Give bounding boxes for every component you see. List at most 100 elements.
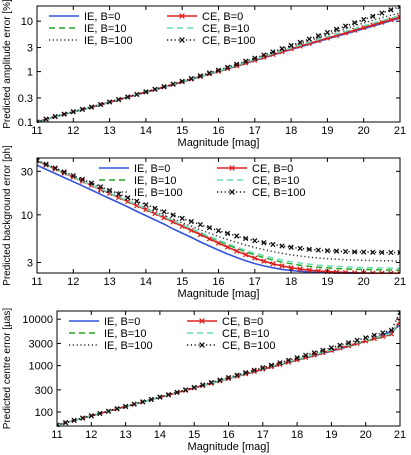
plot-area bbox=[36, 157, 401, 274]
series-markers bbox=[57, 310, 400, 427]
data-point bbox=[342, 23, 349, 29]
data-point bbox=[315, 268, 321, 274]
data-point bbox=[106, 99, 113, 105]
y-tick-label: 1000 bbox=[29, 361, 53, 373]
data-point bbox=[71, 417, 77, 424]
data-point bbox=[161, 209, 167, 215]
data-point bbox=[379, 10, 385, 16]
data-point bbox=[285, 357, 292, 363]
legend-label: IE, B=10 bbox=[104, 328, 147, 340]
data-point bbox=[170, 219, 176, 225]
x-tick-label: 15 bbox=[188, 429, 200, 441]
y-axis-label: Predicted background error [ph] bbox=[2, 145, 13, 286]
legend-marker bbox=[199, 342, 205, 348]
data-point bbox=[37, 119, 40, 123]
series-group bbox=[37, 157, 400, 274]
series-line-ce-b-10 bbox=[37, 14, 400, 123]
data-point bbox=[97, 101, 104, 108]
legend-label: CE, B=100 bbox=[252, 187, 306, 199]
y-tick-label: 3 bbox=[27, 43, 33, 55]
data-point bbox=[303, 352, 309, 358]
x-tick-label: 14 bbox=[140, 125, 152, 137]
x-tick-label: 13 bbox=[119, 429, 131, 441]
x-tick-label: 16 bbox=[222, 429, 234, 441]
data-point bbox=[363, 335, 369, 341]
data-point bbox=[70, 109, 76, 115]
y-tick-label: 100 bbox=[35, 407, 53, 419]
data-point bbox=[233, 61, 240, 67]
y-axis-label: Predicted centre error [µas] bbox=[2, 308, 13, 430]
data-point bbox=[188, 227, 194, 234]
data-point bbox=[37, 157, 40, 164]
x-tick-label: 18 bbox=[285, 125, 297, 137]
data-point bbox=[191, 384, 197, 391]
data-point bbox=[97, 410, 103, 417]
x-tick-label: 11 bbox=[51, 429, 62, 441]
data-point bbox=[233, 248, 240, 254]
data-point bbox=[152, 86, 158, 92]
data-point bbox=[57, 422, 60, 427]
data-point bbox=[242, 369, 249, 376]
x-tick-label: 19 bbox=[321, 125, 333, 137]
data-point bbox=[370, 249, 376, 255]
data-point bbox=[206, 71, 213, 77]
data-point bbox=[217, 377, 223, 383]
data-point bbox=[288, 265, 294, 271]
data-point bbox=[179, 78, 185, 84]
data-point bbox=[261, 258, 267, 264]
data-point bbox=[306, 246, 312, 253]
data-point bbox=[361, 249, 367, 255]
x-tick-label: 20 bbox=[358, 125, 370, 137]
data-point bbox=[43, 116, 49, 122]
data-point bbox=[206, 236, 213, 242]
data-point bbox=[143, 206, 149, 213]
data-point bbox=[279, 243, 285, 249]
legend-label: IE, B=10 bbox=[84, 23, 127, 35]
data-point bbox=[243, 60, 249, 66]
data-point bbox=[397, 270, 400, 274]
x-tick-label: 14 bbox=[140, 276, 152, 288]
series-line-ce-b-0 bbox=[37, 160, 400, 274]
legend-label: CE, B=0 bbox=[222, 316, 263, 328]
x-tick-label: 17 bbox=[249, 276, 261, 288]
data-point bbox=[224, 65, 231, 72]
data-point bbox=[261, 239, 267, 246]
data-point bbox=[116, 191, 122, 197]
data-point bbox=[252, 255, 258, 261]
data-point bbox=[131, 401, 137, 407]
x-tick-label: 20 bbox=[360, 429, 372, 441]
series-group bbox=[37, 5, 400, 123]
series-line-ie-b-100 bbox=[37, 160, 400, 262]
data-point bbox=[354, 337, 360, 343]
data-point bbox=[224, 244, 231, 250]
legend-label: CE, B=10 bbox=[252, 175, 299, 187]
data-point bbox=[208, 379, 215, 386]
x-tick-label: 13 bbox=[103, 276, 115, 288]
data-point bbox=[140, 399, 146, 405]
data-point bbox=[206, 225, 213, 231]
data-point bbox=[370, 13, 376, 19]
data-point bbox=[52, 165, 58, 171]
data-point bbox=[311, 350, 317, 356]
legend-label: IE, B=0 bbox=[134, 163, 170, 175]
data-point bbox=[268, 362, 275, 368]
data-point bbox=[324, 29, 331, 36]
data-point bbox=[152, 210, 158, 217]
data-point bbox=[174, 389, 180, 395]
data-point bbox=[215, 67, 222, 73]
legend-label: IE, B=100 bbox=[134, 187, 183, 199]
x-axis-label: Magnitude [mag] bbox=[178, 137, 260, 149]
x-tick-label: 16 bbox=[212, 276, 224, 288]
data-point bbox=[88, 180, 95, 186]
data-point bbox=[179, 223, 185, 229]
data-point bbox=[306, 267, 312, 273]
data-point bbox=[200, 382, 206, 388]
y-tick-label: 0.3 bbox=[18, 93, 33, 105]
series-group bbox=[57, 310, 400, 427]
data-point bbox=[388, 327, 395, 333]
chart-panel-2: 11 12 13 14 15 16 17 18 19 20 21 3 10 30 Magnitude [ma… bbox=[2, 145, 406, 300]
data-point bbox=[206, 70, 213, 76]
x-tick-label: 12 bbox=[85, 429, 97, 441]
